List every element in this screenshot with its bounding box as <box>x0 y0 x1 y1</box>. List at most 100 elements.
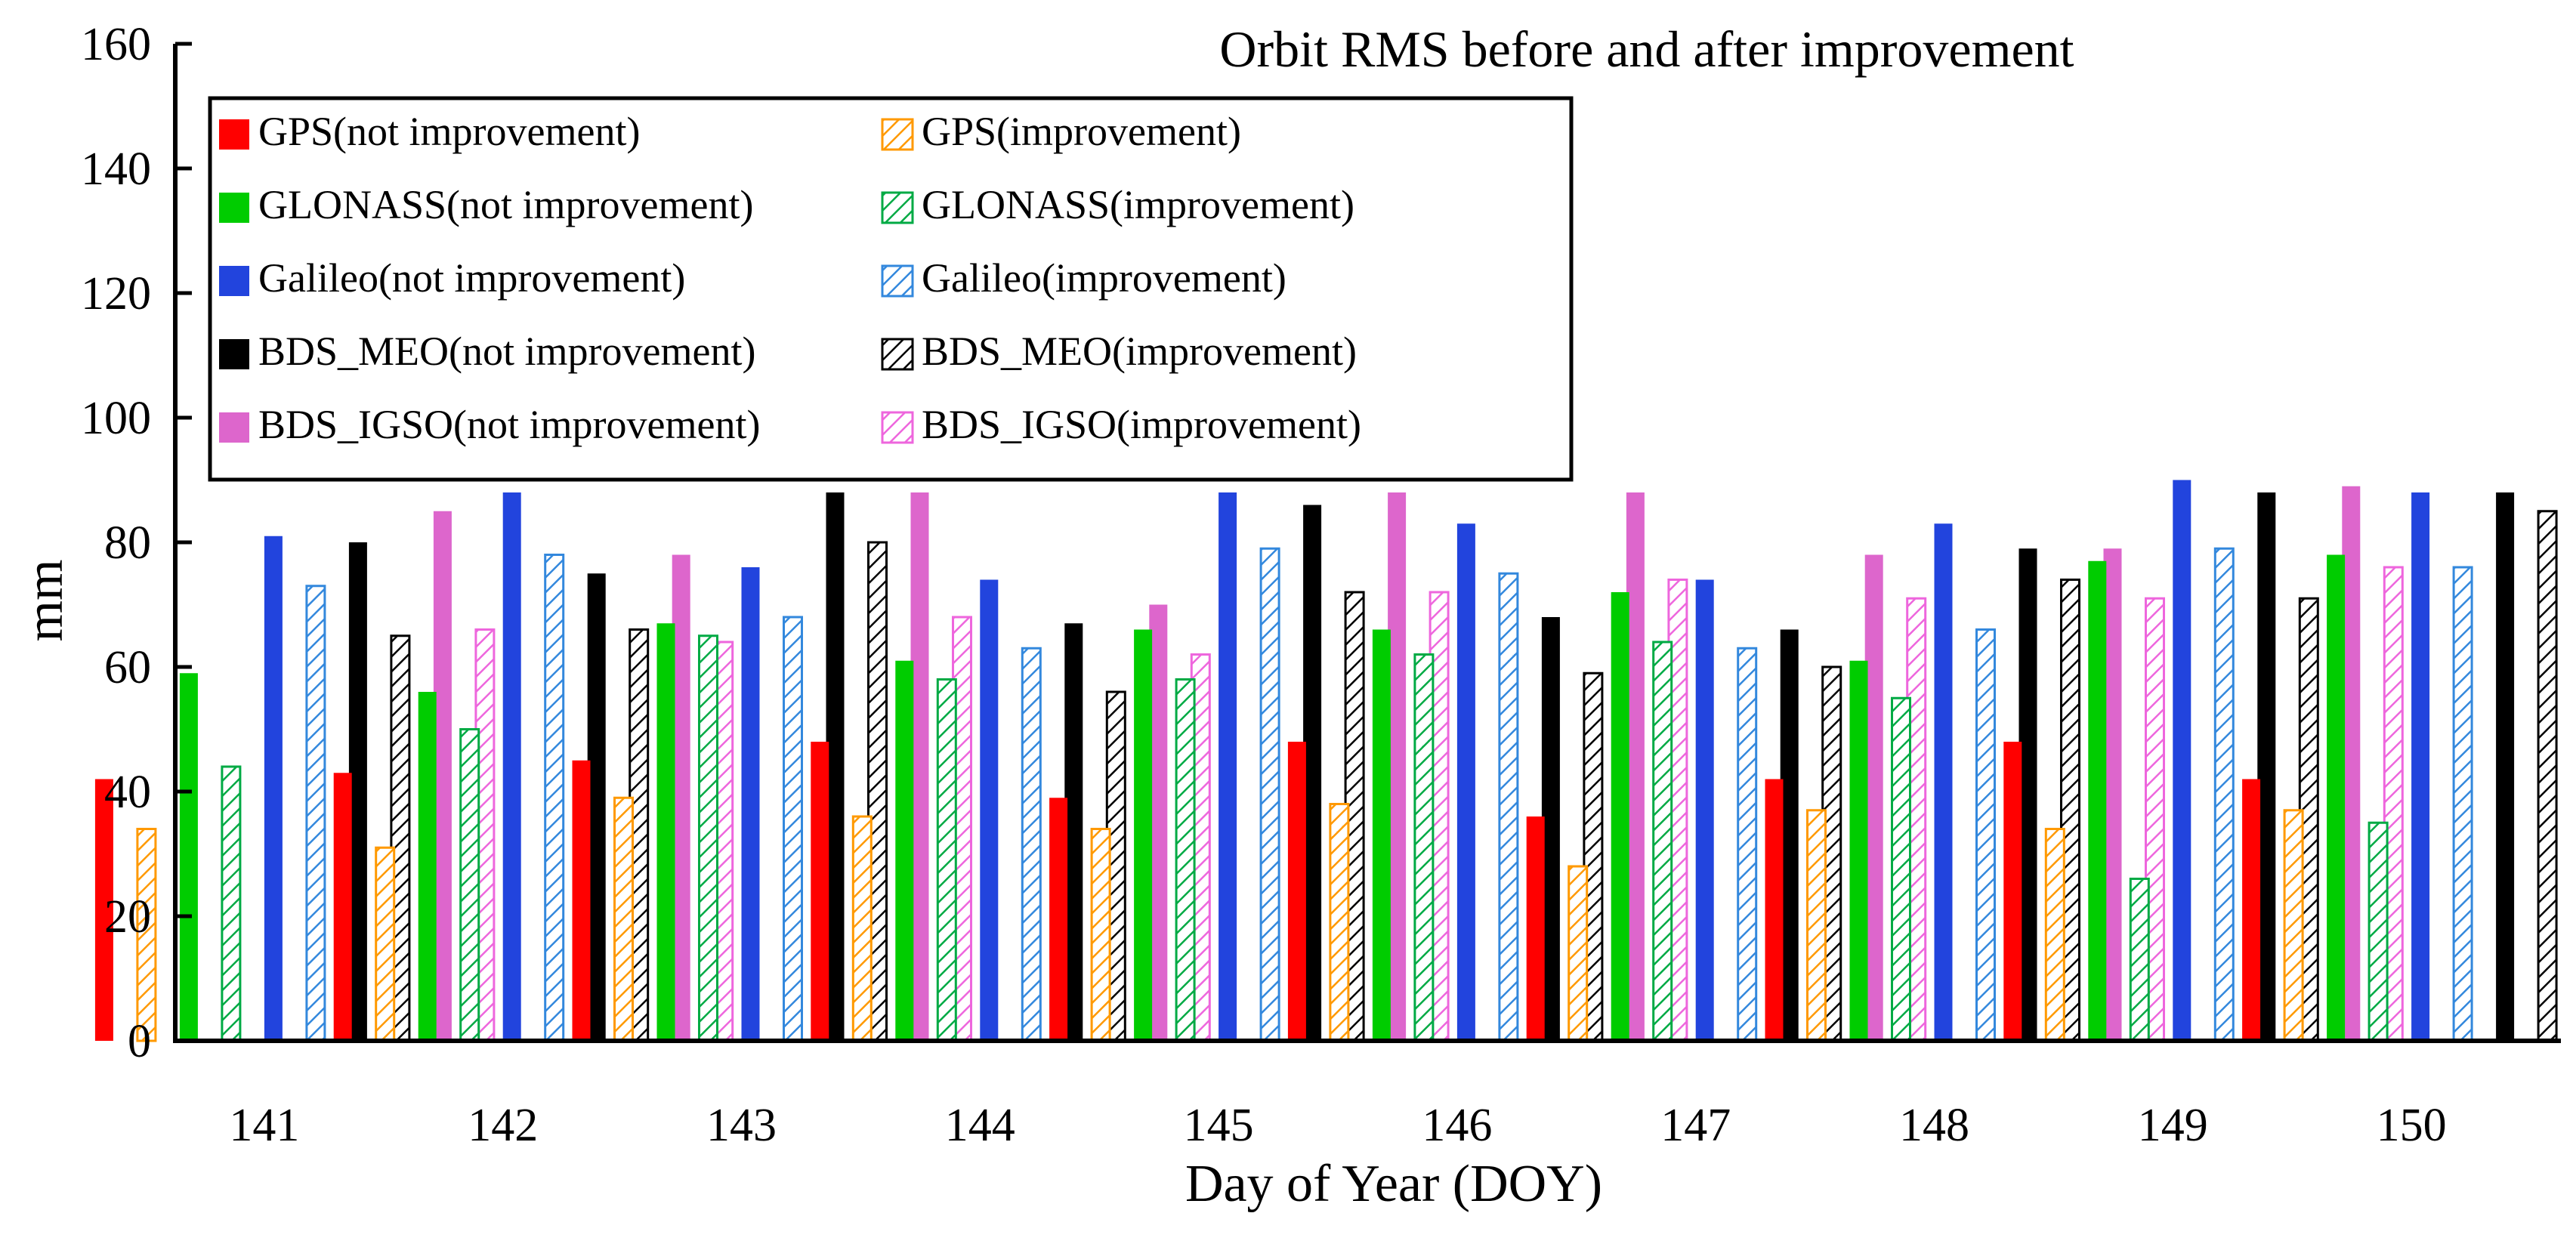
y-tick-label-140: 140 <box>81 144 151 195</box>
y-tick-label-60: 60 <box>104 642 151 693</box>
bar-bds-igso-not-improvement-144 <box>1149 604 1168 1041</box>
bar-galileo-improvement-143 <box>783 616 803 1042</box>
bar-bds-meo-not-improvement-142 <box>587 573 606 1041</box>
bar-galileo-not-improvement-146 <box>1456 523 1475 1041</box>
bar-bds-meo-not-improvement-149 <box>2257 492 2276 1041</box>
legend-label-bds-igso-improvement: BDS_IGSO(improvement) <box>922 402 1361 447</box>
bar-bds-meo-not-improvement-143 <box>826 492 845 1041</box>
y-tick-label-160: 160 <box>81 19 151 70</box>
bar-gps-not-improvement-148 <box>1765 779 1784 1041</box>
bar-bds-igso-not-improvement-143 <box>910 492 929 1041</box>
bar-galileo-improvement-150 <box>2452 566 2473 1042</box>
bar-bds-meo-improvement-150 <box>2537 510 2558 1042</box>
legend-swatch-bds-meo-improvement <box>881 338 914 371</box>
bar-galileo-not-improvement-142 <box>502 492 521 1041</box>
legend-item-gps-not-improvement: GPS(not improvement) <box>219 109 640 154</box>
bar-galileo-not-improvement-147 <box>1695 579 1714 1041</box>
bar-galileo-improvement-141 <box>305 585 326 1042</box>
bar-galileo-not-improvement-149 <box>2173 480 2191 1041</box>
bar-gps-improvement-144 <box>851 815 873 1042</box>
x-tick-label-146: 146 <box>1422 1100 1492 1151</box>
legend-swatch-glonass-improvement <box>881 191 914 224</box>
bar-glonass-improvement-142 <box>459 728 480 1042</box>
bar-glonass-improvement-150 <box>2368 821 2389 1042</box>
legend-item-glonass-improvement: GLONASS(improvement) <box>881 182 1354 227</box>
x-tick-label-147: 147 <box>1660 1100 1731 1151</box>
bar-gps-improvement-148 <box>1806 809 1827 1042</box>
bar-bds-meo-not-improvement-147 <box>1780 629 1799 1041</box>
legend-swatch-gps-not-improvement <box>219 119 249 150</box>
legend-label-bds-meo-not-improvement: BDS_MEO(not improvement) <box>258 329 755 374</box>
bar-gps-not-improvement-150 <box>2242 779 2261 1041</box>
y-tick-label-120: 120 <box>81 268 151 319</box>
bar-galileo-improvement-146 <box>1498 572 1519 1042</box>
bar-glonass-improvement-145 <box>1175 678 1196 1042</box>
y-tick-label-40: 40 <box>104 767 151 818</box>
legend-swatch-galileo-improvement <box>881 264 914 298</box>
bar-galileo-not-improvement-145 <box>1219 492 1237 1041</box>
bar-galileo-not-improvement-143 <box>741 567 760 1041</box>
bar-glonass-improvement-144 <box>936 678 957 1042</box>
y-tick-label-20: 20 <box>104 891 151 943</box>
bar-gps-improvement-141 <box>136 828 157 1042</box>
bar-galileo-improvement-148 <box>1975 628 1996 1042</box>
bar-gps-not-improvement-145 <box>1049 798 1068 1041</box>
bar-glonass-improvement-149 <box>2129 878 2150 1042</box>
x-tick-label-144: 144 <box>945 1100 1015 1151</box>
bars-group <box>94 480 2558 1042</box>
bar-gps-not-improvement-149 <box>2003 742 2022 1041</box>
bar-gps-improvement-150 <box>2283 809 2304 1042</box>
bar-glonass-improvement-146 <box>1413 653 1435 1042</box>
bar-glonass-not-improvement-145 <box>1134 629 1153 1041</box>
legend-label-bds-igso-not-improvement: BDS_IGSO(not improvement) <box>258 402 760 447</box>
x-tick-label-150: 150 <box>2377 1100 2447 1151</box>
legend-swatch-glonass-not-improvement <box>219 193 249 223</box>
bar-gps-not-improvement-147 <box>1526 816 1545 1041</box>
x-tick-label-141: 141 <box>229 1100 299 1151</box>
bar-bds-igso-not-improvement-145 <box>1388 492 1407 1041</box>
legend-item-galileo-not-improvement: Galileo(not improvement) <box>219 255 685 301</box>
x-tick-label-142: 142 <box>468 1100 538 1151</box>
bar-galileo-not-improvement-141 <box>264 536 283 1041</box>
bar-glonass-not-improvement-141 <box>179 673 198 1041</box>
bar-glonass-improvement-143 <box>698 634 718 1042</box>
bar-glonass-not-improvement-144 <box>895 660 914 1041</box>
legend-label-gps-not-improvement: GPS(not improvement) <box>258 109 640 154</box>
legend-item-gps-improvement: GPS(improvement) <box>881 109 1241 154</box>
bar-galileo-improvement-145 <box>1259 547 1280 1042</box>
legend-swatch-gps-improvement <box>881 118 914 151</box>
bar-bds-meo-not-improvement-146 <box>1541 617 1560 1041</box>
legend-label-glonass-improvement: GLONASS(improvement) <box>922 182 1354 227</box>
bar-bds-igso-not-improvement-147 <box>1864 554 1883 1041</box>
legend-label-galileo-not-improvement: Galileo(not improvement) <box>258 255 685 301</box>
x-tick-label-143: 143 <box>706 1100 777 1151</box>
y-tick-label-0: 0 <box>128 1016 151 1067</box>
legend-item-bds-meo-improvement: BDS_MEO(improvement) <box>881 329 1357 374</box>
bar-glonass-not-improvement-148 <box>1849 660 1868 1041</box>
bar-bds-meo-not-improvement-148 <box>2018 548 2037 1041</box>
legend-item-galileo-improvement: Galileo(improvement) <box>881 255 1286 301</box>
y-tick-label-80: 80 <box>104 517 151 569</box>
bar-gps-improvement-145 <box>1090 828 1111 1042</box>
y-tick-label-100: 100 <box>81 393 151 444</box>
legend-swatch-bds-meo-not-improvement <box>219 339 249 369</box>
bar-bds-igso-not-improvement-148 <box>2103 548 2122 1041</box>
bar-galileo-not-improvement-144 <box>980 579 999 1041</box>
bar-galileo-improvement-142 <box>544 554 565 1042</box>
x-tick-label-149: 149 <box>2138 1100 2208 1151</box>
bar-glonass-not-improvement-149 <box>2088 560 2107 1041</box>
bar-gps-not-improvement-142 <box>333 773 352 1041</box>
bar-galileo-improvement-147 <box>1737 647 1758 1042</box>
bar-galileo-not-improvement-150 <box>2411 492 2430 1041</box>
legend-label-glonass-not-improvement: GLONASS(not improvement) <box>258 182 753 227</box>
legend-label-gps-improvement: GPS(improvement) <box>922 109 1241 154</box>
bar-bds-igso-not-improvement-149 <box>2342 486 2361 1041</box>
bar-gps-not-improvement-144 <box>811 742 829 1041</box>
y-axis-label: mm <box>16 560 74 642</box>
bar-bds-meo-improvement-148 <box>2060 579 2080 1042</box>
bar-gps-improvement-149 <box>2044 828 2065 1042</box>
legend-item-bds-igso-not-improvement: BDS_IGSO(not improvement) <box>219 402 760 447</box>
legend-item-glonass-not-improvement: GLONASS(not improvement) <box>219 182 753 227</box>
chart-title: Orbit RMS before and after improvement <box>1219 20 2074 78</box>
bar-glonass-not-improvement-147 <box>1611 592 1629 1041</box>
